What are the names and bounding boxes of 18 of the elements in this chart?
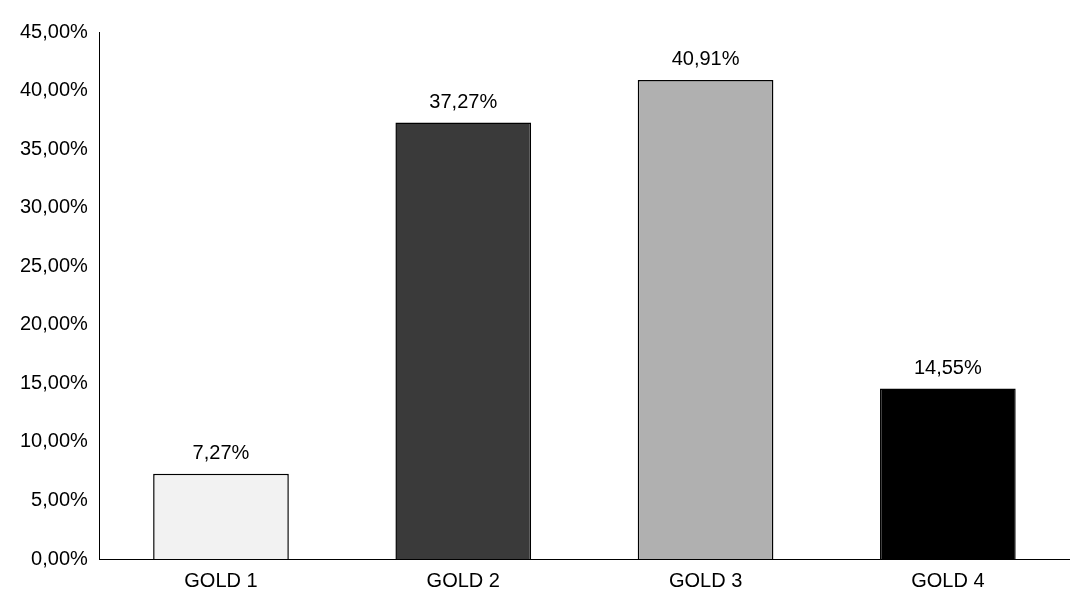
y-tick-label: 25,00% (19, 253, 89, 276)
data-label: 7,27% (192, 441, 250, 464)
y-tick-label: 20,00% (19, 312, 89, 335)
y-tick-label: 40,00% (19, 78, 89, 101)
x-tick-label: GOLD 4 (911, 568, 985, 591)
y-tick-label: 45,00% (19, 19, 89, 42)
data-label: 37,27% (429, 90, 498, 113)
y-tick-label: 10,00% (19, 429, 89, 452)
x-tick-label: GOLD 3 (668, 568, 743, 591)
y-tick-label: 15,00% (19, 370, 89, 393)
data-label: 40,91% (671, 47, 740, 70)
x-tick-label: GOLD 2 (426, 568, 500, 591)
y-tick-label: 35,00% (19, 136, 89, 159)
y-tick-label: 0,00% (31, 546, 89, 569)
y-tick-label: 5,00% (31, 487, 89, 510)
data-label: 14,55% (913, 356, 982, 379)
y-tick-label: 30,00% (19, 195, 89, 218)
x-tick-label: GOLD 1 (184, 568, 258, 591)
